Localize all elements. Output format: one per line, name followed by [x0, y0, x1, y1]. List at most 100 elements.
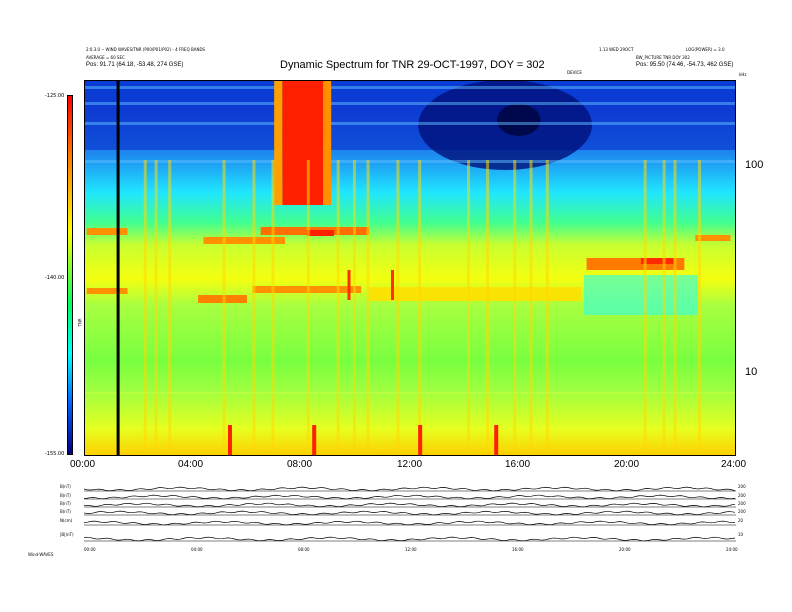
burst-streak-2	[168, 160, 172, 455]
panel-label-6: |B|(nT)	[60, 532, 74, 537]
spectrum-burst-edge-left	[274, 80, 283, 205]
burst-streak-17	[643, 160, 647, 455]
burst-streak-5	[271, 160, 275, 455]
bottom-tick-6: 24:00	[726, 547, 738, 552]
header-info-right-4: Pos: 95.50 (74.46, -54.73, 462 GSE)	[636, 62, 734, 68]
x-tick-2: 08:00	[287, 459, 313, 470]
x-tick-4: 16:00	[505, 459, 531, 470]
header-info-left-1: 2:0.3.0 -- WIND WAVES/TNR (P00/P01/P02) …	[86, 47, 206, 52]
panel-trace-1	[83, 494, 736, 500]
burst-streak-14	[513, 160, 517, 455]
plasma-line-seg-2	[203, 237, 286, 244]
panel-right-4: 200	[738, 509, 746, 514]
header-info-right-2: LOG(POWER) = 3.0	[686, 47, 725, 52]
header-info-right-1: 1.13 WED 29OCT	[599, 47, 634, 52]
lower-line-seg-4	[369, 287, 582, 301]
ground-burst-2	[418, 425, 423, 455]
burst-streak-10	[396, 160, 400, 455]
burst-streak-6	[306, 160, 310, 455]
panel-trace-4	[83, 520, 736, 526]
panel-label-5: N(cm)	[60, 518, 73, 523]
colorbar-tick-bottom: -155.00	[45, 451, 65, 457]
mid-burst-0	[347, 270, 351, 300]
ground-burst-3	[494, 425, 499, 455]
burst-streak-20	[697, 160, 701, 455]
cyan-patch	[583, 275, 698, 315]
spectrogram-svg	[84, 80, 736, 455]
panel-label-4: B(nT)	[60, 509, 71, 514]
panel-right-3: 200	[738, 501, 746, 506]
panel-label-1: B(nT)	[60, 484, 71, 489]
burst-streak-1	[154, 160, 158, 455]
colorbar-label: TNR	[77, 318, 83, 327]
panel-trace-0	[83, 486, 736, 492]
ground-burst-0	[227, 425, 232, 455]
x-tick-6: 24:00	[721, 459, 747, 470]
burst-streak-3	[222, 160, 226, 455]
x-tick-0: 00:00	[70, 459, 96, 470]
bottom-tick-5: 20:00	[619, 547, 631, 552]
low-band-line	[84, 392, 736, 394]
burst-streak-13	[486, 160, 490, 455]
panel-right-1: 200	[738, 484, 746, 489]
burst-streak-7	[336, 160, 340, 455]
header-info-right-3: BW_PICTURE TNR DOY 302	[636, 55, 690, 60]
header-device-label: DEVICE	[567, 70, 582, 75]
y-unit-label: kHz	[739, 72, 747, 77]
panel-right-6: 10	[738, 532, 744, 537]
spectrum-band-line-3	[84, 160, 736, 163]
panel-trace-2	[83, 502, 736, 508]
burst-streak-12	[467, 160, 471, 455]
burst-streak-18	[662, 160, 666, 455]
colorbar-tick-top: -125.00	[45, 93, 65, 99]
bottom-tick-3: 12:00	[405, 547, 417, 552]
spectrum-band-line-2	[84, 122, 736, 125]
lower-line-seg-1	[86, 288, 128, 294]
colorbar-tick-mid: -140.00	[45, 275, 65, 281]
spectrum-burst-main	[282, 80, 324, 205]
mid-burst-1	[390, 270, 394, 300]
burst-streak-11	[418, 160, 422, 455]
spectrum-high-freq-band	[84, 80, 736, 150]
burst-streak-0	[143, 160, 147, 455]
y-tick-10: 10	[745, 366, 758, 378]
marker-line	[116, 80, 120, 455]
plasma-line-seg-1	[86, 228, 128, 235]
bottom-tick-1: 04:00	[191, 547, 203, 552]
header-info-left-3: Pos: 91.71 (64.18, -53.48, 274 GSE)	[86, 62, 184, 68]
x-tick-1: 04:00	[178, 459, 204, 470]
panel-right-5: 20	[738, 518, 744, 523]
y-tick-100: 100	[745, 159, 764, 171]
plasma-line-seg-6	[640, 258, 674, 264]
header-info-left-2: AVERAGE = 60 SEC	[86, 55, 125, 60]
colorbar	[67, 95, 73, 455]
bottom-tick-0: 00:00	[84, 547, 96, 552]
spectrogram-plot	[84, 80, 736, 455]
burst-streak-19	[673, 160, 677, 455]
timeseries-stack	[83, 483, 736, 545]
footer-label: Wind-WAVES	[28, 552, 54, 557]
burst-streak-8	[352, 160, 356, 455]
chart-title: Dynamic Spectrum for TNR 29-OCT-1997, DO…	[280, 59, 545, 71]
spectrum-depletion-core	[496, 104, 541, 136]
spectrum-burst-edge-right	[323, 80, 332, 205]
plasma-line-seg-7	[695, 235, 731, 241]
panel-label-2: B(nT)	[60, 493, 71, 498]
timeseries-svg	[83, 486, 736, 542]
ground-burst-1	[312, 425, 317, 455]
spectrum-band-line-0	[84, 86, 736, 89]
panel-trace-3	[83, 510, 736, 516]
bottom-tick-4: 16:00	[512, 547, 524, 552]
panel-trace-5	[83, 536, 736, 542]
burst-streak-16	[545, 160, 549, 455]
bottom-tick-2: 08:00	[298, 547, 310, 552]
plasma-line-seg-4	[306, 230, 334, 236]
panel-label-3: B(nT)	[60, 501, 71, 506]
spectrum-band-line-1	[84, 102, 736, 105]
x-tick-5: 20:00	[614, 459, 640, 470]
panel-right-2: 200	[738, 493, 746, 498]
x-tick-3: 12:00	[397, 459, 423, 470]
burst-streak-15	[529, 160, 533, 455]
burst-streak-4	[252, 160, 256, 455]
burst-streak-9	[366, 160, 370, 455]
